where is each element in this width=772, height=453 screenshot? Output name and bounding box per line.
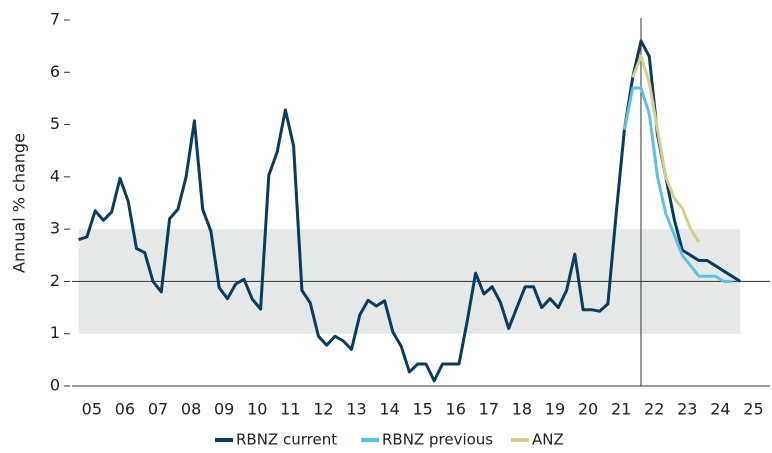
legend-label: RBNZ previous bbox=[382, 431, 493, 449]
x-tick-label: 18 bbox=[512, 400, 532, 419]
series-line bbox=[631, 55, 701, 244]
x-tick-label: 12 bbox=[313, 400, 333, 419]
x-tick-label: 06 bbox=[115, 400, 135, 419]
y-tick-label: 3 bbox=[50, 219, 60, 238]
x-tick-label: 07 bbox=[148, 400, 168, 419]
series-line bbox=[622, 86, 732, 283]
x-tick-label: 25 bbox=[743, 400, 763, 419]
y-tick-label: 7 bbox=[50, 10, 60, 29]
y-axis-label: Annual % change bbox=[10, 133, 29, 273]
x-tick-label: 09 bbox=[214, 400, 234, 419]
x-tick-label: 16 bbox=[446, 400, 466, 419]
x-tick-label: 24 bbox=[710, 400, 730, 419]
x-tick-label: 21 bbox=[611, 400, 631, 419]
x-tick-label: 17 bbox=[479, 400, 499, 419]
x-tick-label: 08 bbox=[181, 400, 201, 419]
x-tick-label: 10 bbox=[247, 400, 267, 419]
x-tick-label: 22 bbox=[644, 400, 664, 419]
x-tick-label: 19 bbox=[545, 400, 565, 419]
y-tick-label: 4 bbox=[50, 166, 60, 185]
y-tick-label: 5 bbox=[50, 114, 60, 133]
legend-label: RBNZ current bbox=[236, 431, 337, 449]
y-tick-label: 2 bbox=[50, 271, 60, 290]
y-tick-label: 1 bbox=[50, 323, 60, 342]
x-tick-label: 14 bbox=[379, 400, 399, 419]
legend-label: ANZ bbox=[532, 431, 564, 449]
x-tick-label: 05 bbox=[82, 400, 102, 419]
x-tick-label: 15 bbox=[412, 400, 432, 419]
x-tick-label: 20 bbox=[578, 400, 598, 419]
y-tick-label: 6 bbox=[50, 62, 60, 81]
x-tick-label: 13 bbox=[346, 400, 366, 419]
x-tick-label: 23 bbox=[677, 400, 697, 419]
x-tick-label: 11 bbox=[280, 400, 300, 419]
y-tick-label: 0 bbox=[50, 376, 60, 395]
